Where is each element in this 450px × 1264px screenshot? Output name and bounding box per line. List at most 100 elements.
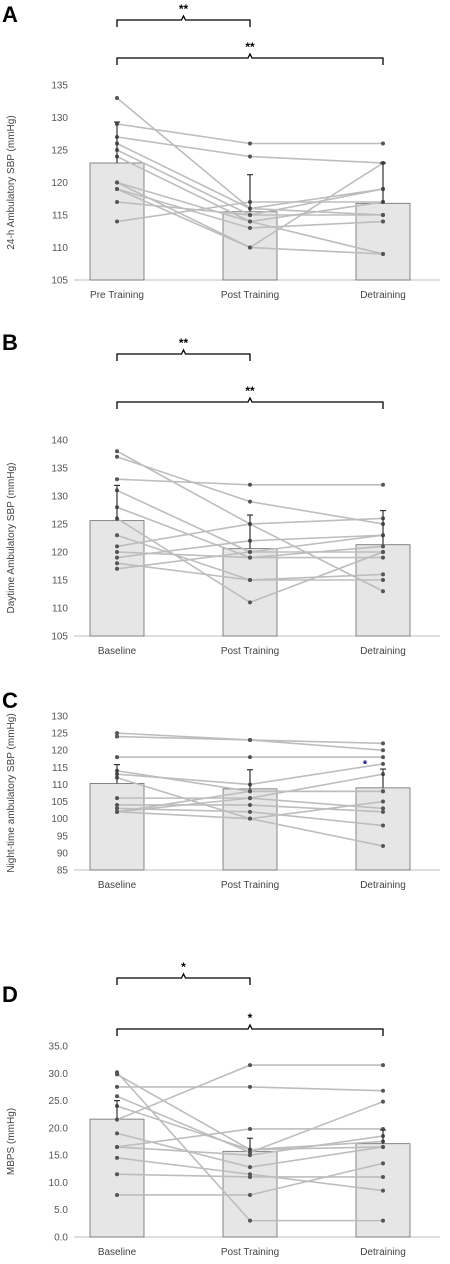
panel-a-significance-label: **	[179, 2, 189, 16]
panel-b-y-tick: 105	[51, 632, 68, 643]
panel-b-bar	[89, 520, 145, 637]
panel-b-y-tick: 110	[52, 604, 68, 615]
panel-d-subject-point	[248, 1063, 252, 1068]
panel-c-bar	[222, 788, 278, 871]
panel-c-subject-point	[381, 799, 385, 804]
panel-d-subject-point	[115, 1192, 119, 1197]
panel-d-y-tick: 35.0	[49, 1042, 69, 1053]
panel-d-y-tick: 5.0	[54, 1205, 68, 1216]
panel-c-category-label: Detraining	[360, 880, 406, 891]
panel-c-subject-point	[381, 755, 385, 760]
panel-c-y-axis-label: Night-time ambulatory SBP (mmHg)	[6, 713, 17, 872]
panel-b-subject-point	[115, 533, 119, 538]
panel-a-subject-point	[381, 252, 385, 256]
panel-a-subject-point	[248, 154, 252, 159]
panel-b-subject-point	[381, 482, 385, 487]
panel-d-significance-bracket	[116, 1023, 384, 1036]
panel-c-category-label: Post Training	[221, 880, 279, 891]
panel-c-subject-point	[381, 806, 385, 811]
panel-c-y-tick: 95	[57, 831, 69, 842]
panel-c-subject-point	[115, 796, 119, 801]
panel-c-y-tick: 125	[51, 729, 68, 740]
panel-a-subject-point	[381, 141, 385, 146]
panel-d-y-tick: 25.0	[49, 1096, 69, 1107]
panel-b-subject-point	[115, 454, 119, 459]
panel-b-subject-point	[248, 600, 252, 605]
panel-d-subject-point	[381, 1063, 385, 1068]
panel-c-subject-point	[381, 789, 385, 794]
panel-d-subject-point	[248, 1153, 252, 1158]
panel-c-subject-point	[248, 802, 252, 807]
panel-a-y-tick: 105	[51, 276, 68, 287]
panel-c-subject-point	[115, 806, 119, 811]
panel-b-subject-point	[381, 572, 385, 577]
panel-d-subject-point	[381, 1099, 385, 1104]
panel-d-subject-point	[115, 1131, 119, 1136]
panel-c-subject-point	[115, 809, 119, 814]
panel-b-subject-point	[381, 555, 385, 560]
panel-d: D MBPS (mmHg) 0.0 5.0 10.0 15.0 20.0 25.0 30.0…	[2, 960, 440, 1258]
panel-d-category-label: Baseline	[98, 1247, 137, 1258]
panel-c-subject-point	[248, 816, 252, 821]
panel-a-subject-point	[248, 141, 252, 146]
panel-b-significance-bracket	[116, 396, 384, 409]
panel-c-subject-point	[381, 809, 385, 814]
panel-c-subject-point	[381, 748, 385, 753]
panel-b-y-tick: 115	[52, 576, 68, 587]
panel-d-subject-point	[115, 1094, 119, 1099]
panel-a-subject-point	[115, 200, 119, 204]
panel-c-subject-point	[248, 755, 252, 760]
panel-b-significance-label: **	[179, 336, 189, 350]
panel-c-y-tick: 85	[57, 866, 69, 877]
panel-c-subject-point	[381, 741, 385, 746]
panel-b-y-tick: 135	[51, 464, 68, 475]
panel-a-subject-point	[248, 226, 252, 230]
panel-c-subject-point	[248, 737, 252, 742]
panel-d-subject-point	[115, 1172, 119, 1177]
panel-b-subject-point	[248, 555, 252, 560]
panel-d-subject-point	[381, 1218, 385, 1223]
panel-c-letter: C	[2, 688, 18, 713]
panel-b-subject-point	[381, 578, 385, 582]
panel-b-bar	[222, 548, 278, 637]
panel-b-subject-point	[115, 555, 119, 560]
panel-a-y-tick: 125	[51, 146, 68, 157]
panel-d-significance-label: *	[181, 960, 186, 974]
panel-b-subject-point	[381, 544, 385, 549]
panel-b-y-tick: 125	[51, 520, 68, 531]
panel-a-y-axis-label: 24-h Ambulatory SBP (mmHg)	[6, 115, 17, 249]
panel-c-y-tick: 120	[51, 746, 68, 757]
panel-d-subject-point	[381, 1174, 385, 1179]
panel-a-y-tick: 135	[51, 81, 68, 92]
panel-a-subject-point	[115, 96, 119, 100]
panel-c-category-label: Baseline	[98, 880, 137, 891]
panel-a-subject-point	[115, 187, 119, 191]
panel-a-subject-line	[116, 136, 384, 164]
panel-d-subject-point	[248, 1192, 252, 1197]
panel-c-subject-point	[115, 802, 119, 807]
panel-d-significance-bracket	[116, 972, 251, 985]
panel-d-subject-point	[248, 1084, 252, 1089]
panel-a-subject-point	[381, 213, 385, 217]
panel-d-y-axis-label: MBPS (mmHg)	[6, 1108, 17, 1175]
panel-b-subject-point	[248, 550, 252, 554]
panel-c-y-tick: 105	[51, 797, 68, 808]
panel-c-subject-point	[381, 823, 385, 828]
panel-d-category-label: Post Training	[221, 1247, 279, 1258]
panel-b-significance-bracket	[116, 348, 251, 361]
panel-b-category-label: Detraining	[360, 646, 406, 657]
panel-a: A 24-h Ambulatory SBP (mmHg) 105 110 115 12…	[2, 2, 440, 301]
panel-b-bar	[355, 544, 411, 637]
panel-d-y-tick: 10.0	[49, 1178, 69, 1189]
panel-b-subject-line	[116, 456, 384, 525]
panel-a-subject-line	[116, 123, 383, 145]
panel-b-subject-point	[381, 550, 385, 554]
panel-a-subject-point	[381, 219, 385, 224]
panel-c-subject-point	[248, 789, 252, 794]
panel-d-y-tick: 20.0	[49, 1123, 69, 1134]
panel-b-subject-point	[248, 578, 252, 582]
panel-d-category-label: Detraining	[360, 1247, 406, 1258]
panel-a-subject-point	[248, 245, 252, 250]
panel-d-subject-point	[381, 1088, 385, 1093]
